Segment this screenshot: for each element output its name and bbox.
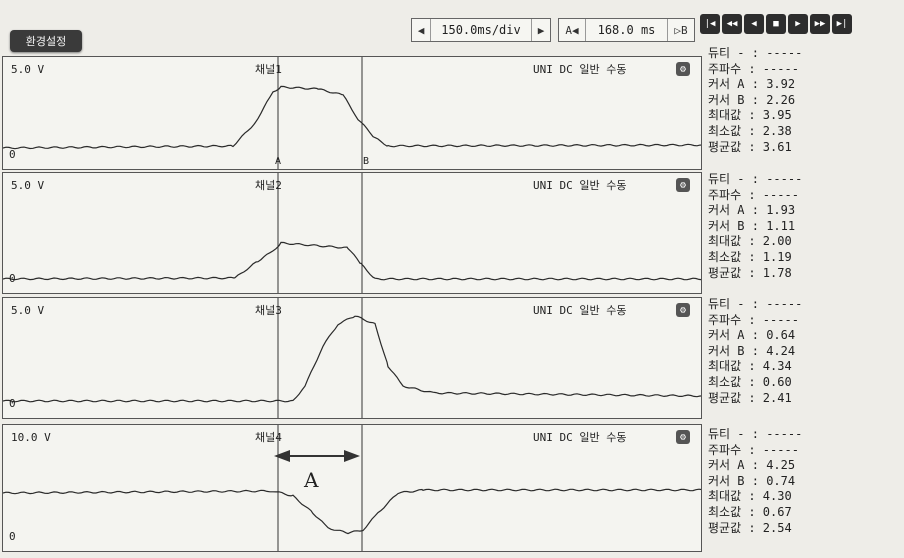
channel-scale-label: 10.0 V <box>11 431 51 444</box>
stat-avg: 평균값 : 2.54 <box>708 520 792 535</box>
channel-name-label: 채널2 <box>255 179 282 192</box>
channel-name-label: 채널3 <box>255 304 282 317</box>
stat-cursor-a: 커서 A : 3.92 <box>708 77 796 92</box>
stat-min: 최소값 : 2.38 <box>708 123 792 138</box>
stat-cursor-a: 커서 A : 4.25 <box>708 458 796 473</box>
channel-settings-gear-icon[interactable]: ⚙ <box>676 303 690 317</box>
channel-scale-label: 5.0 V <box>11 179 45 192</box>
channel-zero-label: 0 <box>9 397 16 410</box>
cursor-time-control[interactable]: A ◀ 168.0 ms ▷ B <box>558 18 695 42</box>
cursor-b-label: B <box>681 23 688 37</box>
cursor-b-right-icon[interactable]: ▷ B <box>674 23 688 37</box>
channel-mode-label: UNI DC 일반 수동 <box>533 431 627 444</box>
channel-2-stats: 듀티 - : ----- 주파수 : ----- 커서 A : 1.93 커서 B :… <box>708 172 802 281</box>
skip-last-icon[interactable]: ▶| <box>832 14 852 34</box>
stat-cursor-a: 커서 A : 1.93 <box>708 203 796 218</box>
channel-3-plot <box>3 298 701 418</box>
skip-first-icon[interactable]: |◀ <box>700 14 720 34</box>
stat-cursor-b: 커서 B : 2.26 <box>708 92 796 107</box>
channel-1-plot <box>3 57 701 169</box>
channel-zero-label: 0 <box>9 148 16 161</box>
timebase-decrease-icon[interactable]: ◀ <box>417 23 425 37</box>
stat-duty: 듀티 - : ----- <box>708 172 803 186</box>
timebase-control[interactable]: ◀ 150.0ms/div ▶ <box>411 18 551 42</box>
duration-arrow-icon <box>274 450 360 462</box>
stat-max: 최대값 : 4.30 <box>708 489 792 504</box>
channel-scale-label: 5.0 V <box>11 63 45 76</box>
stat-cursor-b: 커서 B : 0.74 <box>708 473 796 488</box>
cursor-a-marker: A <box>275 156 282 167</box>
cursor-a-left-icon[interactable]: A ◀ <box>565 23 579 37</box>
playback-controls: |◀ ◀◀ ◀ ■ ▶ ▶▶ ▶| <box>700 14 852 36</box>
channel-zero-label: 0 <box>9 272 16 285</box>
cursor-a-label: A <box>565 23 572 37</box>
channel-mode-label: UNI DC 일반 수동 <box>533 304 627 317</box>
stat-cursor-b: 커서 B : 4.24 <box>708 343 796 358</box>
channel-zero-label: 0 <box>9 530 16 543</box>
channel-4-waveform <box>3 488 701 535</box>
stat-cursor-a: 커서 A : 0.64 <box>708 328 796 343</box>
stat-max: 최대값 : 2.00 <box>708 234 792 249</box>
stat-duty: 듀티 - : ----- <box>708 297 803 311</box>
channel-settings-gear-icon[interactable]: ⚙ <box>676 62 690 76</box>
stat-avg: 평균값 : 1.78 <box>708 265 792 280</box>
timebase-increase-icon[interactable]: ▶ <box>537 23 545 37</box>
channel-settings-gear-icon[interactable]: ⚙ <box>676 430 690 444</box>
channel-mode-label: UNI DC 일반 수동 <box>533 63 627 76</box>
cursor-time-value: 168.0 ms <box>585 19 668 41</box>
channel-2-waveform <box>3 241 701 281</box>
rewind-icon[interactable]: ◀◀ <box>722 14 742 34</box>
channel-1-stats: 듀티 - : ----- 주파수 : ----- 커서 A : 3.92 커서 B :… <box>708 46 802 155</box>
channel-mode-label: UNI DC 일반 수동 <box>533 179 627 192</box>
channel-3-waveform <box>3 315 701 403</box>
stat-avg: 평균값 : 3.61 <box>708 139 792 154</box>
stat-min: 최소값 : 0.60 <box>708 374 792 389</box>
channel-3-graph[interactable]: 5.0 V 0 채널3 UNI DC 일반 수동 ⚙ <box>2 297 702 419</box>
stat-freq: 주파수 : ----- <box>708 442 799 457</box>
duration-annotation-label: A <box>304 468 319 492</box>
stat-min: 최소값 : 0.67 <box>708 504 792 519</box>
channel-4-plot <box>3 425 701 551</box>
stat-min: 최소값 : 1.19 <box>708 249 792 264</box>
stat-avg: 평균값 : 2.41 <box>708 390 792 405</box>
channel-1-waveform <box>3 85 701 150</box>
stat-cursor-b: 커서 B : 1.11 <box>708 218 796 233</box>
step-back-icon[interactable]: ◀ <box>744 14 764 34</box>
stat-duty: 듀티 - : ----- <box>708 427 803 441</box>
cursor-b-marker: B <box>363 156 370 167</box>
stop-icon[interactable]: ■ <box>766 14 786 34</box>
channel-4-stats: 듀티 - : ----- 주파수 : ----- 커서 A : 4.25 커서 B :… <box>708 427 802 536</box>
stat-max: 최대값 : 4.34 <box>708 359 792 374</box>
fast-forward-icon[interactable]: ▶▶ <box>810 14 830 34</box>
channel-4-graph[interactable]: 10.0 V 0 채널4 UNI DC 일반 수동 ⚙ <box>2 424 702 552</box>
stat-duty: 듀티 - : ----- <box>708 46 803 60</box>
stat-freq: 주파수 : ----- <box>708 187 799 202</box>
timebase-value: 150.0ms/div <box>430 19 532 41</box>
channel-name-label: 채널1 <box>255 63 282 76</box>
channel-3-stats: 듀티 - : ----- 주파수 : ----- 커서 A : 0.64 커서 B :… <box>708 297 802 406</box>
stat-max: 최대값 : 3.95 <box>708 108 792 123</box>
channel-2-plot <box>3 173 701 293</box>
stat-freq: 주파수 : ----- <box>708 312 799 327</box>
channel-2-graph[interactable]: 5.0 V 0 채널2 UNI DC 일반 수동 ⚙ <box>2 172 702 294</box>
settings-button[interactable]: 환경설정 <box>10 30 82 52</box>
channel-settings-gear-icon[interactable]: ⚙ <box>676 178 690 192</box>
channel-scale-label: 5.0 V <box>11 304 45 317</box>
channel-name-label: 채널4 <box>255 431 282 444</box>
channel-1-graph[interactable]: 5.0 V 0 채널1 UNI DC 일반 수동 ⚙ A B <box>2 56 702 170</box>
play-icon[interactable]: ▶ <box>788 14 808 34</box>
stat-freq: 주파수 : ----- <box>708 61 799 76</box>
